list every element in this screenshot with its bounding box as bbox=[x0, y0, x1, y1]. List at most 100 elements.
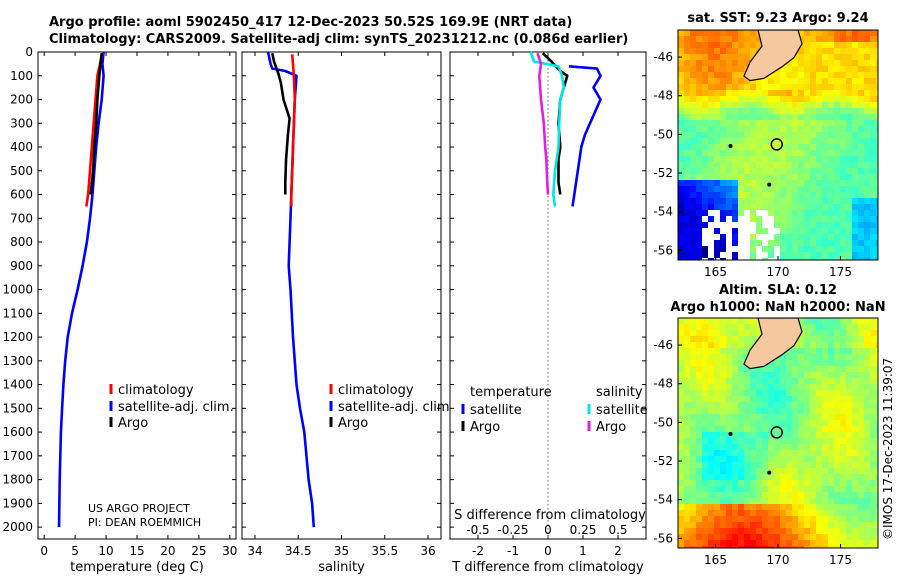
sst-map-cell bbox=[720, 228, 727, 235]
sla-map-cell bbox=[738, 396, 745, 403]
sst-map-cell bbox=[804, 180, 811, 187]
sla-map-cell bbox=[702, 468, 709, 475]
sla-map-cell bbox=[834, 384, 841, 391]
sst-map-cell bbox=[816, 66, 823, 73]
sst-map-cell bbox=[726, 252, 733, 259]
sst-map-cell bbox=[876, 150, 878, 157]
sst-map-cell bbox=[702, 132, 709, 139]
sst-map-cell bbox=[750, 36, 757, 43]
sla-map-cell bbox=[852, 360, 859, 367]
sst-map-cell bbox=[768, 156, 775, 163]
sst-map-cell bbox=[690, 156, 697, 163]
sst-map-cell bbox=[876, 156, 878, 163]
sla-map-cell bbox=[840, 510, 847, 517]
credit-line1: US ARGO PROJECT bbox=[88, 502, 190, 515]
sla-map-cell bbox=[846, 324, 853, 331]
sst-map-cell bbox=[828, 186, 835, 193]
sla-map-cell bbox=[864, 498, 871, 505]
sst-map-cell bbox=[828, 222, 835, 229]
sla-map-cell bbox=[870, 546, 877, 548]
sst-map-cell bbox=[708, 156, 715, 163]
sla-map-cell bbox=[708, 504, 715, 511]
sst-map-cell bbox=[804, 144, 811, 151]
sst-map-cell bbox=[714, 30, 721, 37]
sst-map-cell bbox=[750, 150, 757, 157]
sla-map-cell bbox=[732, 534, 739, 541]
sla-map-cell bbox=[834, 480, 841, 487]
sst-map-cell bbox=[798, 126, 805, 133]
sst-map-cell bbox=[870, 186, 877, 193]
sst-map-cell bbox=[810, 78, 817, 85]
sla-map-cell bbox=[804, 336, 811, 343]
sst-map-cell bbox=[822, 240, 829, 247]
sla-map-cell bbox=[696, 348, 703, 355]
sst-map-cell bbox=[798, 204, 805, 211]
sla-map-cell bbox=[780, 528, 787, 535]
sla-map-cell bbox=[846, 522, 853, 529]
sst-map-cell bbox=[744, 168, 751, 175]
sst-map-cell bbox=[738, 228, 745, 235]
sla-map-cell bbox=[756, 492, 763, 499]
sst-map-cell bbox=[702, 78, 709, 85]
sst-map-cell bbox=[774, 108, 781, 115]
sla-map-cell bbox=[738, 336, 745, 343]
sst-map-cell bbox=[864, 252, 871, 259]
sla-map-cell bbox=[726, 480, 733, 487]
sst-map-cell bbox=[798, 144, 805, 151]
sla-map-cell bbox=[780, 510, 787, 517]
sla-map-cell bbox=[720, 450, 727, 457]
sla-map-cell bbox=[804, 540, 811, 547]
sla-map-cell bbox=[738, 318, 745, 325]
sst-map-cell bbox=[840, 36, 847, 43]
sst-map-cell bbox=[726, 78, 733, 85]
sla-map-cell bbox=[798, 510, 805, 517]
sst-map-cell bbox=[840, 222, 847, 229]
sst-map-cell bbox=[834, 90, 841, 97]
sst-map-cell bbox=[876, 246, 878, 253]
difference-xtick-top-label: -0.25 bbox=[497, 523, 528, 537]
temperature-ytick-label: 100 bbox=[10, 69, 33, 83]
sst-map-cell bbox=[732, 126, 739, 133]
sla-map-cell bbox=[840, 438, 847, 445]
sst-map-cell bbox=[684, 84, 691, 91]
sla-map-cell bbox=[762, 390, 769, 397]
sla-map-cell bbox=[840, 540, 847, 547]
sst-map-cell bbox=[786, 108, 793, 115]
sla-map-cell bbox=[786, 504, 793, 511]
sst-map-cell bbox=[756, 84, 763, 91]
sst-map-cell bbox=[774, 138, 781, 145]
sst-map-cell bbox=[846, 198, 853, 205]
sst-map-cell bbox=[708, 138, 715, 145]
sla-map-cell bbox=[732, 528, 739, 535]
sla-map-cell bbox=[732, 426, 739, 433]
sst-map-cell bbox=[684, 114, 691, 121]
sst-map-cell bbox=[804, 54, 811, 61]
salinity-legend-label: Argo bbox=[338, 416, 368, 431]
sla-map-cell bbox=[708, 324, 715, 331]
sst-map-cell bbox=[816, 180, 823, 187]
sst-map-cell bbox=[840, 174, 847, 181]
sst-map-cell bbox=[798, 114, 805, 121]
sla-map-cell bbox=[714, 402, 721, 409]
sla-map-cell bbox=[864, 360, 871, 367]
sla-map-cell bbox=[762, 528, 769, 535]
sla-map-cell bbox=[756, 522, 763, 529]
sst-map-cell bbox=[762, 198, 769, 205]
sst-map-cell bbox=[678, 60, 685, 67]
sla-map-cell bbox=[720, 330, 727, 337]
sst-map-cell bbox=[798, 174, 805, 181]
sst-map-cell bbox=[756, 186, 763, 193]
sst-map-cell bbox=[876, 30, 878, 37]
sla-map-cell bbox=[876, 420, 878, 427]
sst-map-cell bbox=[738, 48, 745, 55]
sla-map-cell bbox=[714, 324, 721, 331]
sla-map-cell bbox=[750, 444, 757, 451]
sst-map-cell bbox=[720, 240, 727, 247]
sla-map-cell bbox=[876, 456, 878, 463]
sst-map-cell bbox=[774, 174, 781, 181]
sla-map-cell bbox=[750, 486, 757, 493]
sla-map-cell bbox=[870, 480, 877, 487]
sst-map-cell bbox=[690, 126, 697, 133]
sst-map-cell bbox=[816, 84, 823, 91]
sst-map-cell bbox=[870, 240, 877, 247]
